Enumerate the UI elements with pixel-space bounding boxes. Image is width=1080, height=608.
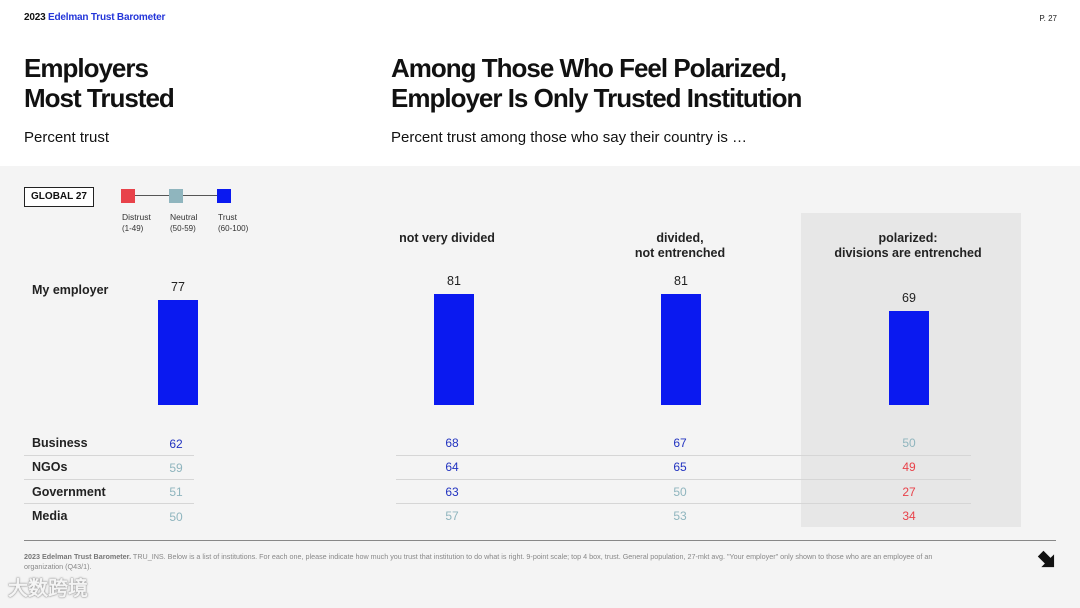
left-subtitle: Percent trust — [24, 129, 110, 146]
legend-range-neutral: (50-59) — [170, 224, 196, 233]
column-header-line: not very divided — [399, 231, 495, 245]
watermark: 大数跨境 — [8, 578, 88, 600]
left-title: Employers Most Trusted — [24, 53, 354, 113]
column-header-line: not entrenched — [634, 246, 726, 260]
column-header-divided: divided, not entrenched — [600, 231, 760, 261]
value-ngos-polarized: 49 — [902, 460, 916, 474]
bar-my-employer-polarized — [889, 310, 929, 405]
source-bold: 2023 Edelman Trust Barometer. — [24, 552, 132, 561]
value-government-global: 51 — [169, 485, 183, 499]
next-arrow-icon[interactable] — [1036, 549, 1058, 571]
bar-value-polarized: 69 — [902, 290, 916, 305]
brand-logo: 2023 Edelman Trust Barometer — [24, 12, 165, 23]
legend-range-distrust: (1-49) — [122, 224, 144, 233]
legend-label-neutral: Neutral — [170, 212, 198, 222]
value-business-divided: 67 — [673, 436, 687, 450]
value-media-global: 50 — [169, 510, 183, 524]
value-government-polarized: 27 — [902, 485, 916, 499]
bar-my-employer-global — [158, 299, 198, 405]
legend-swatch-neutral — [169, 189, 183, 203]
row-separator — [396, 455, 971, 456]
row-label-government: Government — [32, 485, 106, 499]
page-number: P. 27 — [1039, 14, 1057, 23]
left-title-line1: Employers — [24, 53, 149, 83]
value-ngos-divided: 65 — [673, 460, 687, 474]
legend-label-distrust: Distrust — [122, 212, 151, 222]
right-title-line2: Employer Is Only Trusted Institution — [391, 83, 802, 113]
row-label-ngos: NGOs — [32, 460, 68, 474]
legend-label-trust: Trust — [218, 212, 238, 222]
footer-rule — [24, 540, 1056, 541]
value-business-not-very-divided: 68 — [445, 436, 459, 450]
right-title-line1: Among Those Who Feel Polarized, — [391, 53, 787, 83]
left-title-line2: Most Trusted — [24, 83, 175, 113]
value-media-divided: 53 — [673, 509, 687, 523]
source-text: TRU_INS. Below is a list of institutions… — [24, 552, 933, 571]
row-separator — [24, 479, 194, 480]
value-business-global: 62 — [169, 437, 183, 451]
value-media-polarized: 34 — [902, 509, 916, 523]
right-title: Among Those Who Feel Polarized, Employer… — [391, 53, 1051, 113]
row-label-media: Media — [32, 509, 68, 523]
legend-swatch-trust — [217, 189, 231, 203]
row-separator — [24, 503, 194, 504]
column-header-line: divided, — [656, 231, 704, 245]
row-separator — [396, 503, 971, 504]
source-footnote: 2023 Edelman Trust Barometer. TRU_INS. B… — [24, 552, 964, 572]
brand-year: 2023 — [24, 12, 46, 23]
column-header-line: polarized: — [878, 231, 938, 245]
row-separator — [24, 455, 194, 456]
legend-range-trust: (60-100) — [218, 224, 249, 233]
column-header-line: divisions are entrenched — [834, 246, 982, 260]
row-separator — [396, 479, 971, 480]
bar-value-global: 77 — [171, 279, 185, 294]
row-label-my-employer: My employer — [32, 283, 109, 297]
value-government-divided: 50 — [673, 485, 687, 499]
column-header-not-very-divided: not very divided — [377, 231, 517, 246]
right-subtitle: Percent trust among those who say their … — [391, 129, 747, 146]
value-ngos-global: 59 — [169, 461, 183, 475]
value-media-not-very-divided: 57 — [445, 509, 459, 523]
bar-my-employer-not-very-divided — [434, 294, 474, 405]
brand-name: Edelman Trust Barometer — [48, 12, 166, 23]
bar-my-employer-divided — [661, 294, 701, 405]
value-business-polarized: 50 — [902, 436, 916, 450]
bar-value-not-very-divided: 81 — [447, 274, 461, 289]
legend-swatch-distrust — [121, 189, 135, 203]
row-label-business: Business — [32, 436, 88, 450]
value-government-not-very-divided: 63 — [445, 485, 459, 499]
global-27-badge: GLOBAL 27 — [24, 187, 94, 207]
column-header-polarized: polarized: divisions are entrenched — [808, 231, 1008, 261]
value-ngos-not-very-divided: 64 — [445, 460, 459, 474]
bar-value-divided: 81 — [674, 274, 688, 289]
